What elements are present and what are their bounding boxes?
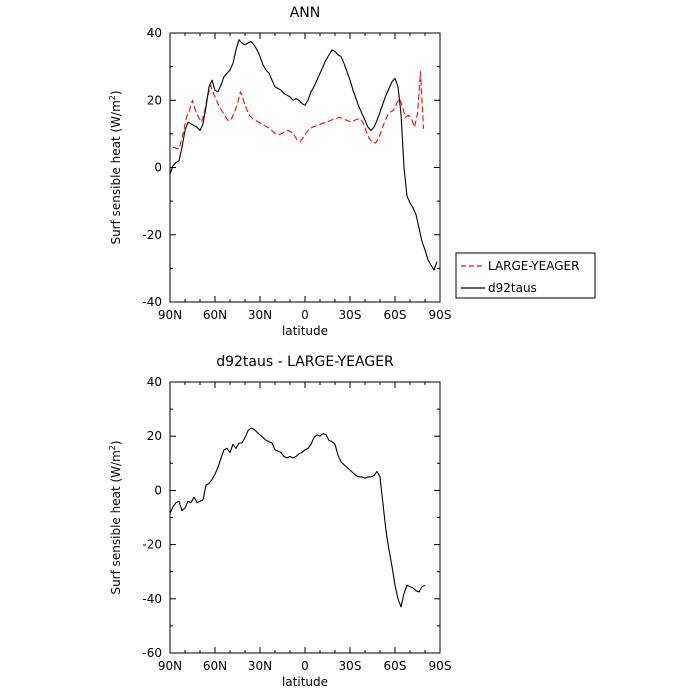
y-tick-label: -60 [142,646,162,660]
y-tick-label: -40 [142,295,162,309]
chart-title: ANN [290,5,321,21]
x-tick-label: 90S [429,308,452,322]
x-tick-label: 90N [158,308,182,322]
x-tick-label: 30S [339,659,362,673]
x-tick-label: 60N [203,659,227,673]
y-tick-label: 20 [147,429,162,443]
y-axis-label: Surf sensible heat (W/m2) [108,90,123,244]
legend-label: d92taus [488,281,537,295]
y-tick-label: 0 [154,161,162,175]
chart-title: d92taus - LARGE-YEAGER [216,354,394,370]
x-tick-label: 30S [339,308,362,322]
x-tick-label: 0 [301,308,309,322]
y-tick-label: -20 [142,228,162,242]
legend-box [455,252,596,299]
y-tick-label: 20 [147,93,162,107]
x-axis-label: latitude [282,675,328,689]
y-tick-label: -40 [142,592,162,606]
x-tick-label: 30N [248,308,272,322]
y-tick-label: 40 [147,26,162,40]
x-tick-label: 60S [384,308,407,322]
x-tick-label: 90S [429,659,452,673]
y-tick-label: -20 [142,538,162,552]
y-axis-label: Surf sensible heat (W/m2) [108,440,123,594]
x-tick-label: 60N [203,308,227,322]
x-tick-label: 90N [158,659,182,673]
x-tick-label: 0 [301,659,309,673]
series-line-difference [169,427,426,608]
plot-frame [169,381,441,654]
series-line-large-yeager [172,71,425,150]
legend: LARGE-YEAGER d92taus [455,252,596,299]
x-tick-label: 60S [384,659,407,673]
series-line-d92taus [169,39,438,271]
y-tick-label: 0 [154,483,162,497]
panel-annual: 90N 60N 30N 0 30S 60S 90S -40 -20 0 20 40 ANN latitud… [108,5,451,338]
x-axis-label: latitude [282,324,328,338]
y-tick-label: 40 [147,375,162,389]
x-tick-label: 30N [248,659,272,673]
plot-frame [169,32,441,303]
panel-difference: 90N 60N 30N 0 30S 60S 90S -60 -40 -20 0 20 40 d92taus… [108,354,451,689]
legend-label: LARGE-YEAGER [488,259,579,273]
